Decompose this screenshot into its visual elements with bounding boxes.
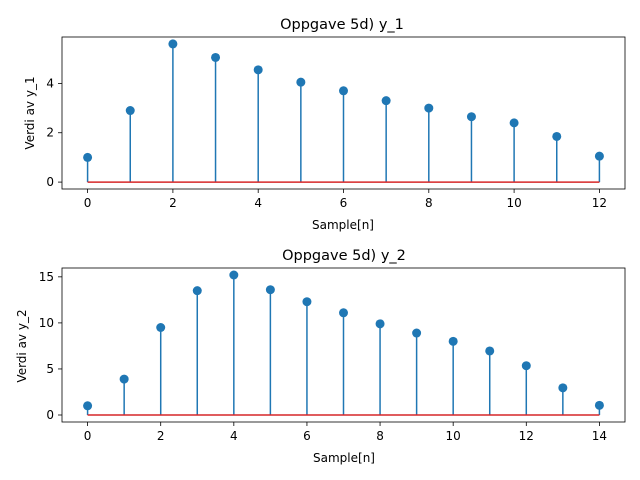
plot-frame (61, 36, 626, 190)
subplot-y2: Oppgave 5d) y_2 Sample[n] Verdi av y_2 0… (15, 248, 626, 465)
stem-marker (253, 65, 263, 75)
stem-marker (466, 112, 476, 122)
stem-marker (594, 151, 604, 161)
chart-title: Oppgave 5d) y_2 (282, 248, 406, 264)
subplot-y1: Oppgave 5d) y_1 Sample[n] Verdi av y_1 0… (23, 17, 626, 232)
y-tick-label: 4 (46, 76, 54, 90)
x-tick-label: 10 (506, 196, 521, 210)
plot-area: 0 2 4 6 8 10 12 0 2 4 (46, 39, 607, 210)
x-tick-label: 6 (303, 429, 311, 443)
x-tick-label: 0 (84, 429, 92, 443)
stem-marker (156, 323, 166, 332)
stem-marker (211, 52, 221, 62)
y-tick-label: 15 (39, 270, 54, 284)
x-tick-label: 8 (425, 196, 433, 210)
x-tick-label: 2 (169, 196, 177, 210)
x-tick-label: 14 (592, 429, 607, 443)
x-tick-label: 10 (446, 429, 461, 443)
y-axis-label: Verdi av y_2 (15, 309, 29, 382)
stem-marker (168, 39, 178, 49)
stem-marker (594, 400, 604, 410)
stem-marker (381, 96, 391, 106)
y-tick-label: 5 (46, 362, 54, 376)
stem-marker (125, 106, 135, 116)
x-axis-label: Sample[n] (312, 218, 374, 232)
x-tick-label: 8 (376, 429, 384, 443)
plot-area: 0 2 4 6 8 10 12 14 0 5 10 15 (39, 270, 607, 443)
stem-marker (119, 374, 129, 384)
x-tick-label: 4 (230, 429, 238, 443)
y-tick-label: 0 (46, 175, 54, 189)
x-tick-label: 12 (519, 429, 534, 443)
stem-marker (229, 270, 239, 280)
stem-marker (339, 86, 348, 96)
x-tick-label: 4 (254, 196, 262, 210)
stem-marker (296, 77, 306, 87)
stem-marker (265, 285, 275, 295)
stem-marker (485, 346, 495, 356)
stem-marker (83, 401, 93, 411)
y-axis-label: Verdi av y_1 (23, 76, 37, 149)
y-tick-label: 10 (39, 316, 54, 330)
stem-marker (558, 383, 568, 393)
stem-marker (302, 297, 312, 307)
stem-marker (552, 131, 562, 141)
stem-marker (339, 308, 348, 318)
stem-marker (412, 328, 422, 338)
stem-marker (83, 152, 93, 162)
y-tick-label: 0 (46, 408, 54, 422)
stem-marker (509, 118, 519, 128)
x-tick-label: 2 (157, 429, 165, 443)
stem-marker (375, 319, 385, 329)
x-tick-label: 0 (84, 196, 92, 210)
x-tick-label: 6 (340, 196, 348, 210)
stem-marker (448, 336, 458, 346)
plot-frame (61, 267, 626, 423)
stem-marker (521, 361, 531, 371)
x-axis-label: Sample[n] (313, 451, 375, 465)
y-tick-label: 2 (46, 126, 54, 140)
stem-marker (192, 286, 202, 296)
chart-title: Oppgave 5d) y_1 (280, 17, 404, 33)
x-tick-label: 12 (592, 196, 607, 210)
stem-marker (424, 103, 434, 113)
